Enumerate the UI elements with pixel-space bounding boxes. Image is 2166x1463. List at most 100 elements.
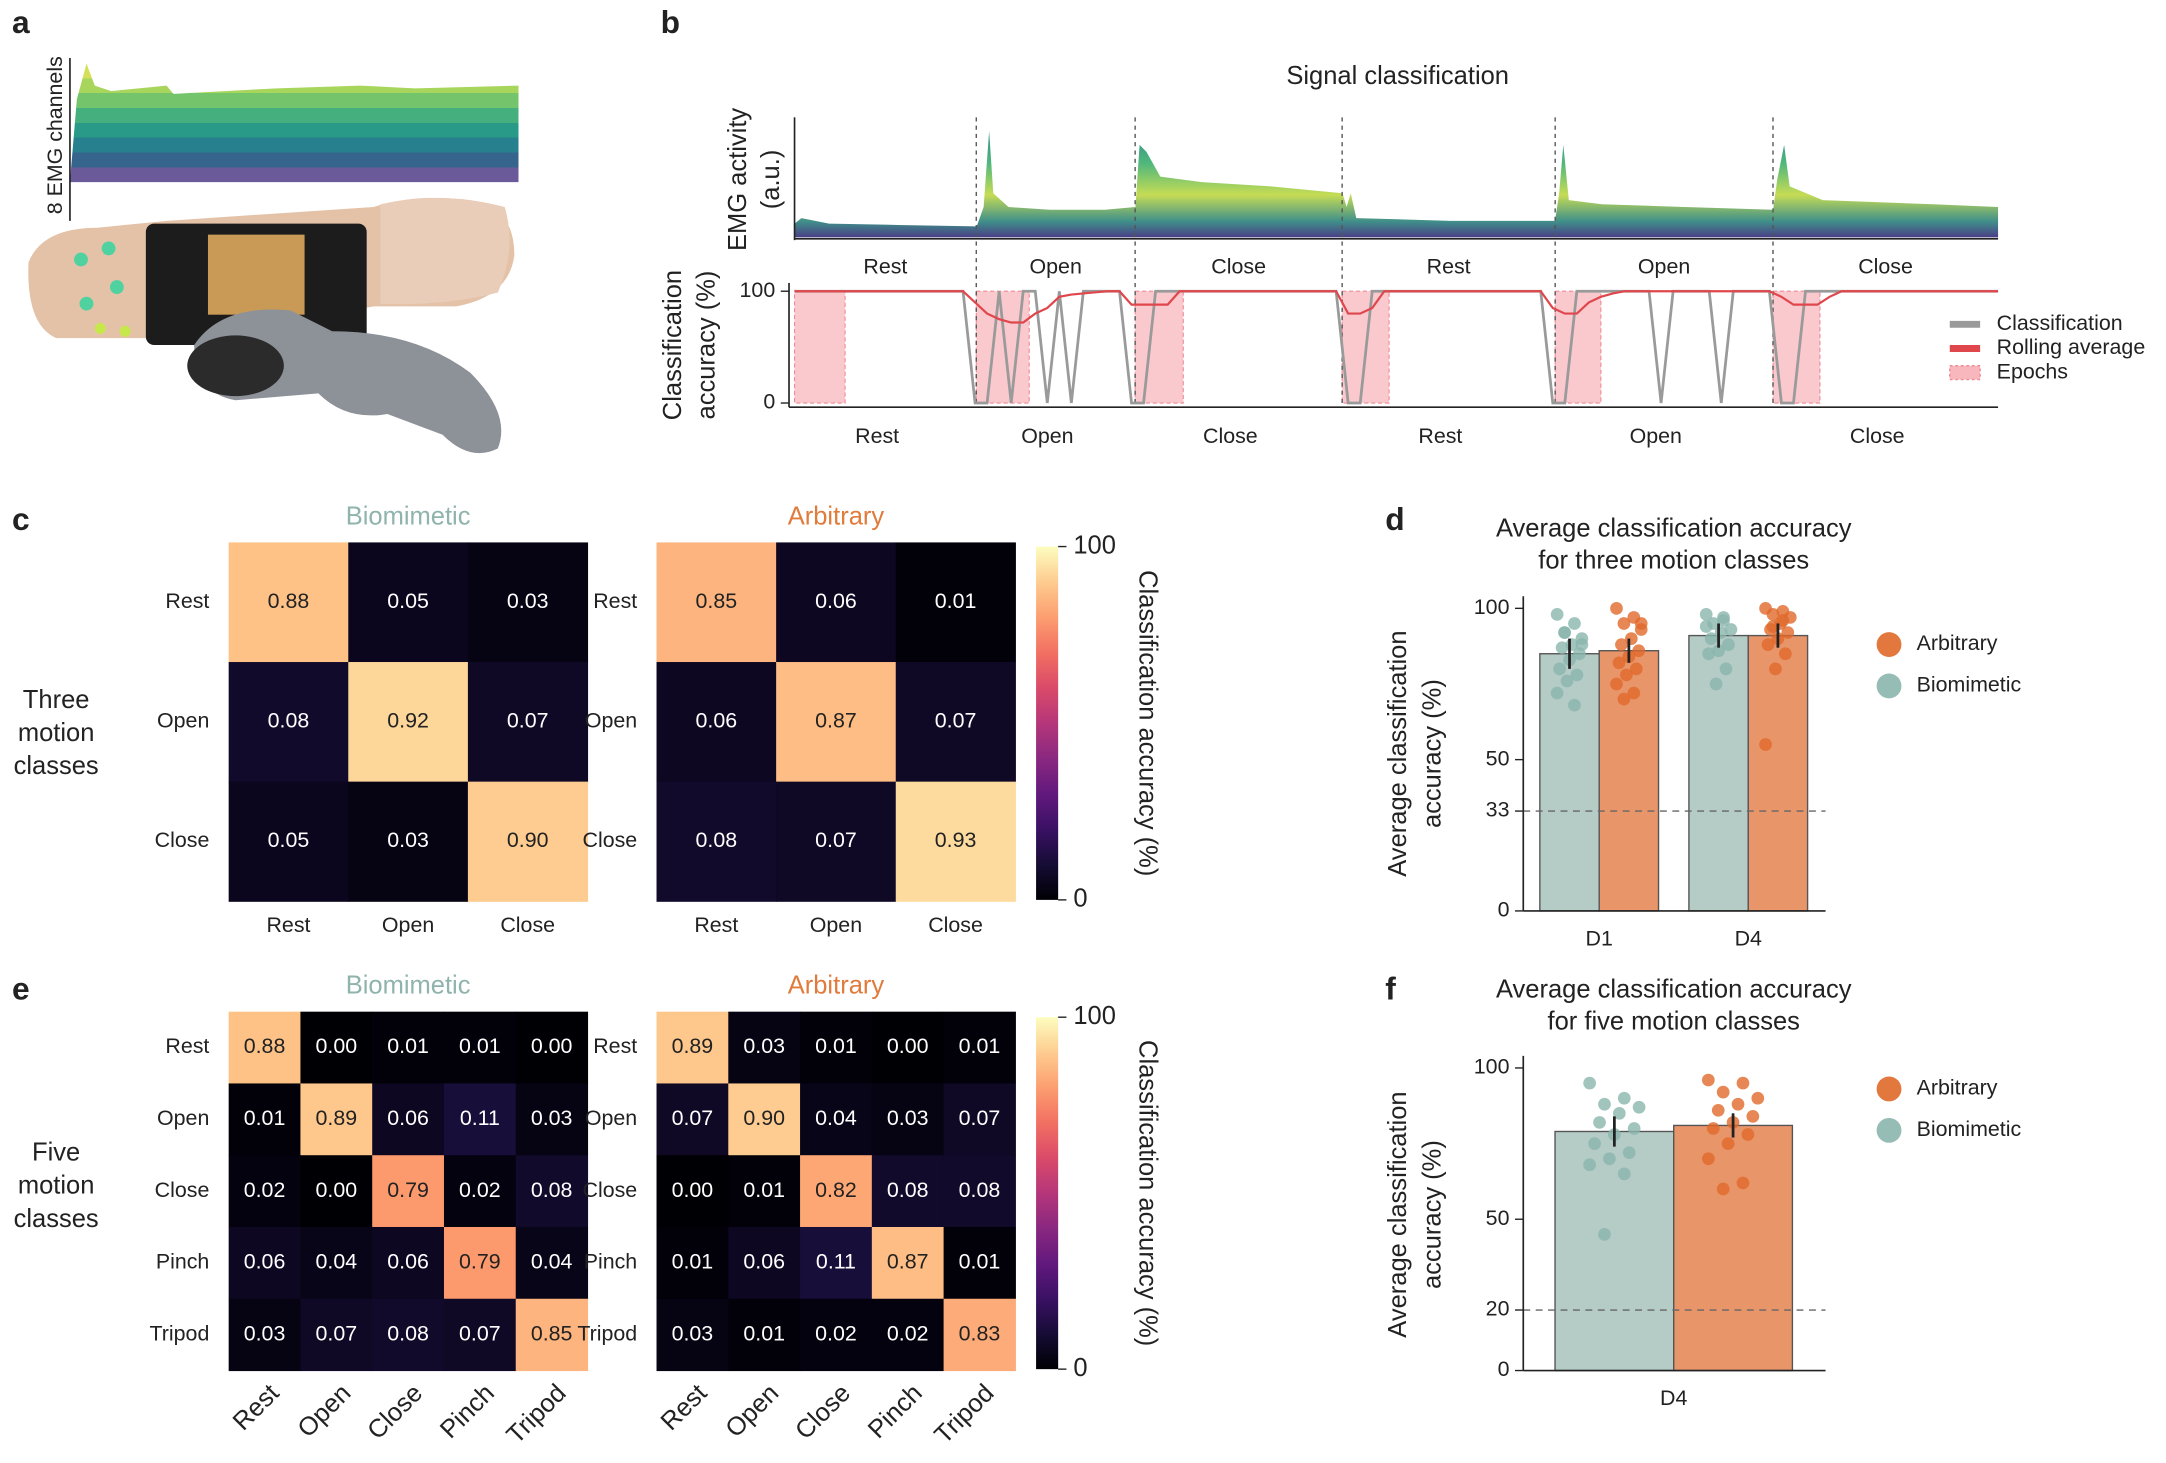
colorbar-tick-label: 100	[1073, 1002, 1116, 1030]
y-tick-label: 33	[1486, 798, 1510, 822]
x-tick-label: Close	[1850, 424, 1905, 448]
data-point	[1627, 1122, 1641, 1135]
column-label: Close	[500, 913, 555, 937]
cell-label: 0.00	[531, 1034, 573, 1058]
y-tick-label: 100	[1474, 1055, 1510, 1079]
cell-label: 0.07	[672, 1106, 714, 1130]
data-point	[1704, 632, 1718, 645]
heatmap-cell	[656, 1011, 729, 1085]
colorbar-label: Classification accuracy (%)	[1134, 570, 1162, 876]
heatmap-cell	[443, 1226, 517, 1300]
row-label: Open	[157, 708, 209, 732]
row-group-label: classes	[14, 1205, 99, 1233]
heatmap-cell	[656, 1083, 729, 1156]
data-point	[1610, 677, 1623, 691]
panel-label: b	[661, 4, 680, 40]
data-point	[1766, 620, 1780, 633]
data-point	[1583, 1076, 1596, 1090]
heatmap-cell	[228, 1226, 301, 1300]
y-tick-label: 100	[1474, 595, 1510, 619]
column-label: Close	[362, 1379, 428, 1445]
cell-label: 0.88	[268, 589, 310, 613]
data-point	[1610, 601, 1623, 615]
heatmap-cell	[871, 1298, 945, 1372]
colorbar-tick-label: 0	[1073, 1354, 1087, 1382]
emg-y-label: (a.u.)	[757, 150, 785, 210]
cell-label: 0.07	[959, 1106, 1001, 1130]
cell-label: 0.92	[387, 708, 429, 732]
y-axis-label: Average classification	[1384, 630, 1412, 876]
data-point	[1776, 614, 1790, 627]
row-label: Rest	[593, 589, 637, 613]
row-label: Pinch	[156, 1250, 209, 1274]
cell-label: 0.00	[316, 1034, 358, 1058]
data-point	[1699, 620, 1713, 633]
data-point	[1712, 644, 1725, 658]
heatmap-cell	[443, 1083, 517, 1156]
bar	[1747, 634, 1809, 912]
panel-label: e	[12, 970, 30, 1006]
heatmap-cell	[656, 1155, 729, 1228]
heatmap-cell	[228, 781, 349, 902]
emg-activity	[793, 117, 1999, 241]
data-point	[1617, 617, 1631, 630]
chart-title: Average classification accuracy	[1496, 515, 1852, 543]
cell-label: 0.89	[672, 1034, 714, 1058]
cell-label: 0.02	[815, 1321, 857, 1345]
heatmap-cell	[656, 1226, 729, 1300]
cell-label: 0.03	[531, 1106, 573, 1130]
cell-label: 0.06	[387, 1250, 429, 1274]
data-point	[1570, 668, 1584, 682]
chart-title: Signal classification	[1286, 62, 1509, 90]
heatmap-cell	[228, 1083, 301, 1156]
heatmap-cell	[895, 781, 1016, 902]
cell-label: 0.85	[531, 1321, 573, 1345]
data-point	[1622, 1146, 1636, 1160]
data-point	[1627, 686, 1641, 700]
row-label: Close	[155, 1178, 210, 1202]
heatmap-cell	[776, 662, 897, 783]
y-tick-label: 0	[1498, 1357, 1510, 1381]
heatmap-cell	[515, 1226, 589, 1300]
data-point	[1711, 1103, 1725, 1117]
y-tick-label: 20	[1486, 1297, 1510, 1321]
data-point	[1781, 626, 1795, 639]
heatmap-cell	[656, 662, 777, 783]
cell-label: 0.01	[387, 1034, 429, 1058]
bar	[1539, 653, 1600, 912]
data-point	[1724, 623, 1738, 636]
column-label: Rest	[694, 913, 738, 937]
data-point	[1722, 638, 1735, 652]
y-tick-label: 0	[1498, 898, 1510, 922]
colorbar	[1036, 1017, 1059, 1370]
row-label: Open	[585, 708, 637, 732]
emg-y-label: EMG activity	[724, 108, 752, 251]
heatmap-cell	[443, 1155, 517, 1228]
panel-label: d	[1385, 501, 1404, 537]
heatmap-cell	[871, 1083, 945, 1156]
heatmap-cell	[515, 1083, 589, 1156]
legend-label: Biomimetic	[1917, 1117, 2022, 1141]
data-point	[1736, 1076, 1750, 1090]
x-tick-label: Close	[1203, 424, 1258, 448]
epoch	[1554, 290, 1602, 404]
row-label: Pinch	[584, 1250, 637, 1274]
cell-label: 0.04	[815, 1106, 857, 1130]
heatmap-cell	[300, 1155, 373, 1228]
data-point	[1717, 611, 1730, 624]
data-point	[1778, 647, 1792, 661]
panel-label: c	[12, 501, 30, 537]
data-point	[1612, 1106, 1626, 1120]
data-point	[1632, 644, 1646, 658]
data-point	[1761, 638, 1775, 652]
heatmap-cell	[228, 662, 349, 783]
legend-swatch	[1876, 673, 1902, 699]
cell-label: 0.02	[887, 1321, 929, 1345]
heatmap-cell	[728, 1083, 801, 1156]
row-label: Rest	[165, 1034, 209, 1058]
photo-arm	[28, 197, 515, 454]
heatmap-cell	[728, 1155, 801, 1228]
heatmap-cell	[443, 1298, 517, 1372]
cell-label: 0.89	[316, 1106, 358, 1130]
